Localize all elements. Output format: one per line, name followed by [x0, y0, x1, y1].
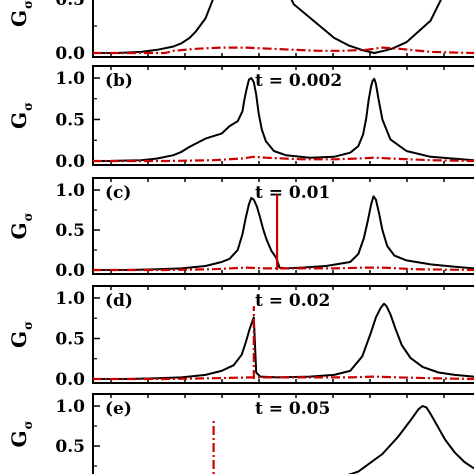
y-axis-label: Gσ: [7, 420, 35, 447]
series-line-2: [93, 375, 474, 381]
series-group: [93, 77, 474, 163]
y-tick-label: 1.0: [55, 289, 85, 309]
series-group: [93, 194, 474, 272]
y-axis-label: Gσ: [7, 0, 35, 27]
y-tick-label: 0.5: [55, 111, 85, 131]
y-tick-label: 0.0: [55, 152, 85, 172]
series-line-0: [93, 302, 474, 380]
panel-annotation: t = 0.01: [255, 183, 330, 203]
series-line-0: [93, 195, 474, 271]
panel-1: 0.0 0.5 1.0 Gσ (b) t = 0.002: [7, 65, 474, 172]
series-group: [93, 0, 474, 55]
series-line-2: [93, 266, 474, 272]
panel-frame: [92, 393, 474, 474]
y-tick-label: 1.0: [55, 397, 85, 417]
y-tick-label: 1.0: [55, 181, 85, 201]
y-tick-label: 1.0: [55, 69, 85, 89]
y-tick-label: 0.5: [55, 0, 85, 10]
y-tick-label: 0.5: [55, 437, 85, 457]
panel-label: (c): [105, 183, 131, 203]
panel-frame: [92, 177, 474, 275]
panel-annotation: t = 0.02: [255, 291, 330, 311]
y-axis-label: Gσ: [7, 212, 35, 239]
series-line-1: [93, 46, 474, 55]
series-line-0: [93, 0, 442, 54]
panel-annotation: t = 0.002: [255, 71, 342, 91]
panel-label: (e): [105, 399, 132, 419]
y-axis-label: Gσ: [7, 321, 35, 348]
panel-3: 0.0 0.5 1.0 Gσ (d) t = 0.02: [7, 285, 474, 390]
panel-frame: [92, 285, 474, 384]
y-tick-label: 0.0: [55, 44, 85, 64]
panel-0: 0.0 0.5 Gσ: [7, 0, 474, 64]
panel-label: (b): [105, 71, 133, 91]
panel-4: 0.5 1.0 Gσ (e) t = 0.05: [7, 393, 474, 474]
y-tick-label: 0.0: [55, 261, 85, 281]
panel-2: 0.0 0.5 1.0 Gσ (c) t = 0.01: [7, 177, 474, 281]
series-group: [212, 405, 474, 474]
series-line-0: [347, 405, 474, 474]
y-axis-label: Gσ: [7, 102, 35, 129]
panel-frame: [92, 65, 474, 166]
series-group: [93, 302, 474, 381]
panel-label: (d): [105, 291, 133, 311]
y-tick-label: 0.0: [55, 370, 85, 390]
series-line-1: [93, 155, 474, 163]
panel-frame: [92, 0, 474, 58]
y-tick-label: 0.5: [55, 330, 85, 350]
series-line-0: [93, 77, 474, 162]
panel-annotation: t = 0.05: [255, 399, 330, 419]
y-tick-label: 0.5: [55, 221, 85, 241]
